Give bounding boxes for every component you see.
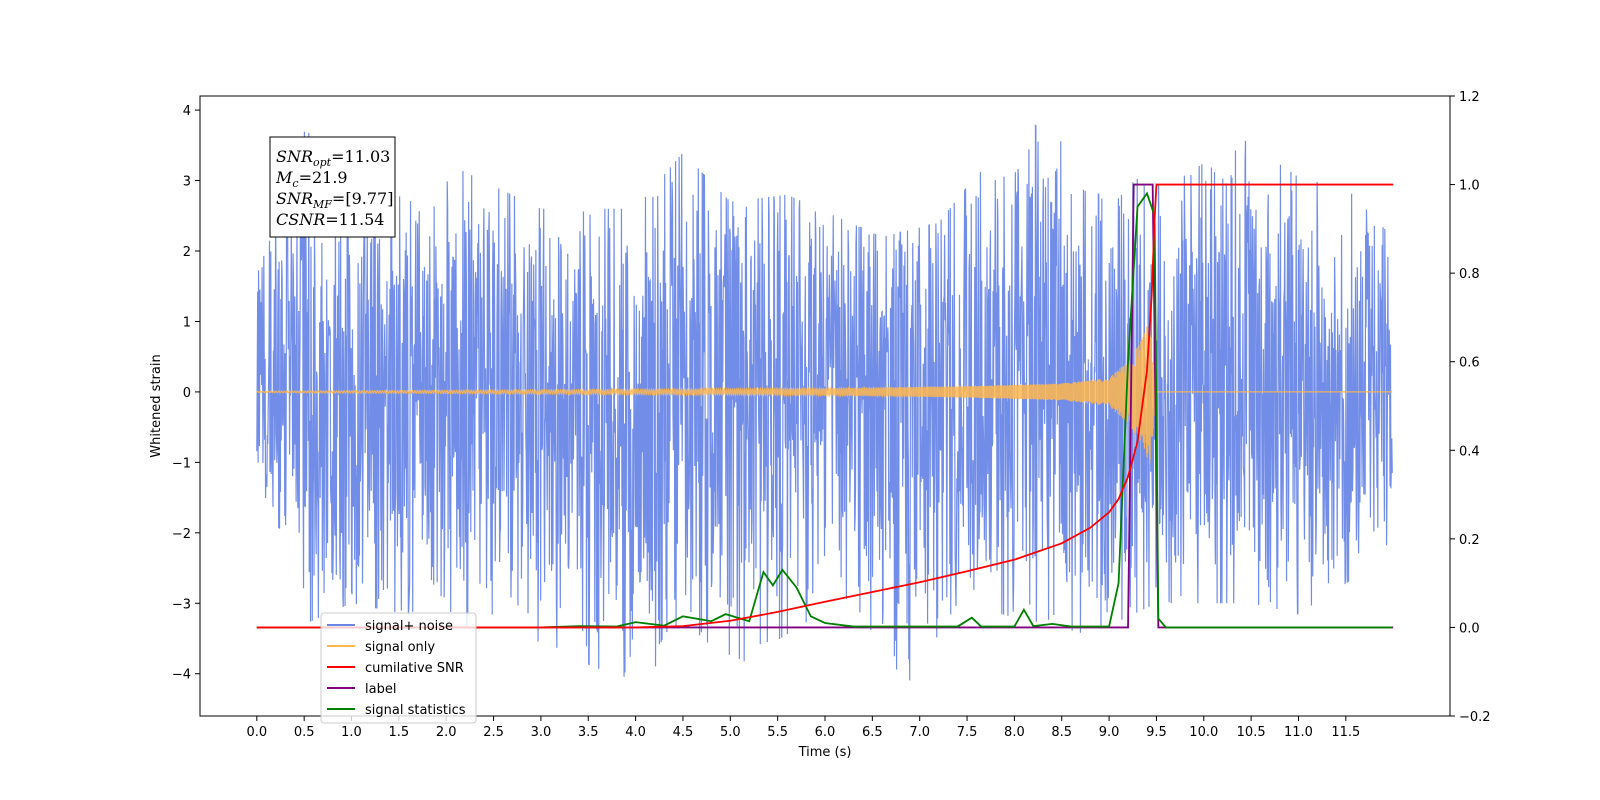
info-box: SNRopt=11.03Mc=21.9SNRMF=[9.77]CSNR=11.5… [269,136,396,238]
info-box-line: CSNR=11.54 [276,210,384,229]
left-y-tick-label: 4 [183,104,191,119]
x-tick-label: 11.0 [1284,725,1313,740]
x-tick-label: 10.0 [1189,725,1218,740]
x-tick-label: 8.5 [1051,725,1072,740]
left-y-tick-label: −1 [172,456,191,471]
x-tick-label: 11.5 [1331,725,1360,740]
legend: signal+ noise signal only cumilative SNR la… [320,612,477,724]
series-layer [256,124,1394,681]
x-tick-label: 5.5 [767,725,788,740]
x-tick-label: 0.0 [246,725,267,740]
x-tick-label: 2.5 [483,725,504,740]
right-y-tick-label: 0.4 [1459,444,1480,459]
left-y-tick-label: −3 [172,597,191,612]
left-y-tick-label: 3 [183,175,191,190]
legend-entry: label [365,682,396,697]
left-y-tick-label: 0 [183,386,191,401]
legend-frame [320,612,477,724]
x-tick-label: 0.5 [294,725,315,740]
x-tick-label: 4.5 [673,725,694,740]
legend-entry: signal only [365,640,435,655]
series-signal-noise-line [256,124,1393,681]
info-box-line: SNRopt=11.03 [276,147,390,169]
x-tick-label: 8.0 [1004,725,1025,740]
x-tick-label: 10.5 [1237,725,1266,740]
x-tick-label: 1.5 [389,725,410,740]
x-tick-label: 4.0 [625,725,646,740]
x-tick-label: 9.5 [1146,725,1167,740]
right-y-tick-label: 1.0 [1459,179,1480,194]
legend-entry: signal statistics [365,703,466,718]
x-tick-label: 3.5 [578,725,599,740]
info-box-line: SNRMF=[9.77] [276,189,393,211]
left-y-tick-label: 2 [183,245,191,260]
x-tick-label: 7.0 [909,725,930,740]
x-axis-label: Time (s) [798,745,852,760]
info-box-line: Mc=21.9 [275,168,348,190]
x-tick-label: 9.0 [1099,725,1120,740]
x-tick-label: 6.5 [862,725,883,740]
x-tick-label: 7.5 [957,725,978,740]
x-tick-label: 5.0 [720,725,741,740]
right-y-tick-label: −0.2 [1459,710,1491,725]
legend-entry: cumilative SNR [365,661,464,676]
right-y-tick-label: 0.0 [1459,621,1480,636]
series-signal-only-line [256,319,1393,464]
x-tick-label: 1.0 [341,725,362,740]
right-y-tick-label: 0.6 [1459,356,1480,371]
right-y-tick-label: 0.8 [1459,267,1480,282]
left-y-tick-label: −4 [172,668,191,683]
left-y-axis-label: Whitened strain [149,354,164,457]
legend-entry: signal+ noise [365,619,453,634]
right-y-axis: −0.2 0.0 0.2 0.4 0.6 0.8 1.0 1.2 [1450,90,1491,725]
x-axis: 0.0 0.5 1.0 1.5 2.0 2.5 3.0 3.5 4.0 4.5 5.0 5.5 6.0 6… [246,716,1360,740]
left-y-tick-label: 1 [183,315,191,330]
series-signal-statistics-line [256,191,1393,629]
series-cumulative-snr-line [256,183,1394,629]
x-tick-label: 2.0 [436,725,457,740]
left-y-axis: −4 −3 −2 −1 0 1 2 3 4 [172,104,200,683]
left-y-tick-label: −2 [172,527,191,542]
x-tick-label: 3.0 [531,725,552,740]
right-y-tick-label: 1.2 [1459,90,1480,105]
x-tick-label: 6.0 [815,725,836,740]
right-y-tick-label: 0.2 [1459,533,1480,548]
info-box-frame [269,136,396,238]
